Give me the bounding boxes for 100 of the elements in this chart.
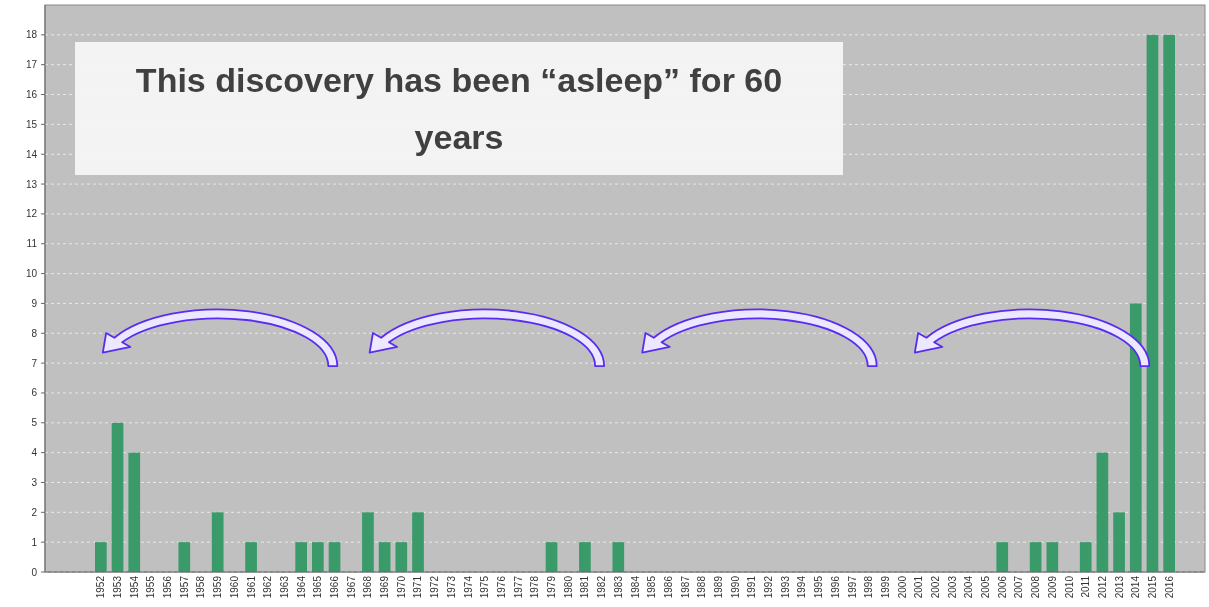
x-tick-label: 1997	[846, 575, 858, 599]
y-tick-label: 5	[31, 417, 38, 429]
bar	[128, 452, 141, 572]
x-tick-label: 1979	[546, 575, 558, 599]
x-tick-label: 2001	[913, 575, 925, 599]
bar	[1146, 34, 1159, 572]
x-tick-label: 1973	[445, 575, 457, 599]
x-tick-label: 2007	[1013, 575, 1025, 599]
x-tick-label: 1976	[495, 575, 507, 599]
x-tick-label: 1958	[195, 575, 207, 599]
x-tick-label: 2008	[1030, 575, 1042, 599]
x-tick-label: 2011	[1080, 575, 1092, 598]
bar	[612, 542, 625, 572]
y-tick-label: 6	[31, 387, 38, 399]
x-tick-label: 1963	[278, 575, 290, 599]
x-tick-label: 1965	[312, 575, 324, 599]
x-tick-label: 1993	[779, 575, 791, 599]
bar	[1113, 512, 1125, 572]
x-tick-label: 1992	[763, 575, 775, 599]
x-tick-label: 1999	[879, 575, 891, 599]
x-tick-label: 1987	[679, 575, 691, 599]
bar	[95, 542, 107, 572]
x-tick-label: 1960	[228, 575, 240, 599]
x-tick-label: 1957	[178, 575, 190, 599]
x-tick-label: 2004	[963, 575, 975, 599]
x-tick-label: 2013	[1113, 575, 1125, 599]
y-tick-label: 4	[31, 447, 38, 459]
x-tick-label: 1980	[562, 575, 574, 599]
y-tick-label: 13	[25, 178, 38, 190]
x-tick-label: 2002	[929, 575, 941, 599]
bar	[1079, 542, 1092, 572]
x-tick-label: 1962	[262, 575, 274, 599]
x-tick-label: 1955	[145, 575, 157, 599]
bar	[412, 512, 424, 572]
x-tick-label: 2012	[1096, 575, 1108, 599]
x-tick-label: 1984	[629, 575, 641, 599]
x-tick-label: 1982	[596, 575, 608, 599]
x-tick-label: 1981	[579, 575, 591, 599]
x-tick-label: 1989	[712, 575, 724, 599]
y-tick-label: 15	[25, 118, 38, 130]
x-tick-label: 2009	[1046, 575, 1058, 599]
y-tick-label: 7	[31, 357, 38, 369]
bar	[579, 542, 591, 572]
x-tick-label: 2006	[996, 575, 1008, 599]
x-tick-label: 1968	[362, 575, 374, 599]
y-tick-label: 12	[25, 208, 38, 220]
x-tick-label: 1985	[646, 575, 658, 599]
y-tick-label: 2	[31, 506, 38, 518]
x-tick-label: 1977	[512, 575, 524, 599]
x-tick-label: 1966	[329, 575, 341, 599]
x-tick-label: 1956	[162, 575, 174, 599]
y-tick-label: 11	[26, 238, 38, 250]
x-tick-label: 2016	[1163, 575, 1175, 599]
bar	[1129, 303, 1142, 572]
x-tick-label: 1998	[863, 575, 875, 599]
x-tick-label: 2015	[1146, 575, 1158, 599]
bar	[1096, 452, 1109, 572]
bar	[245, 542, 257, 572]
x-tick-label: 1983	[612, 575, 624, 599]
bar	[328, 542, 341, 572]
x-tick-label: 2005	[980, 575, 992, 599]
bar	[1046, 542, 1059, 572]
bar	[362, 512, 374, 572]
x-tick-label: 1969	[379, 575, 391, 599]
x-tick-label: 1991	[746, 575, 758, 599]
x-tick-label: 1952	[95, 575, 107, 599]
bar	[211, 512, 224, 572]
x-tick-label: 1996	[829, 575, 841, 599]
bar	[395, 542, 408, 572]
y-tick-label: 18	[25, 29, 38, 41]
bar	[1163, 34, 1175, 572]
x-tick-label: 1994	[796, 575, 808, 599]
x-tick-label: 1995	[813, 575, 825, 599]
x-tick-label: 1970	[395, 575, 407, 599]
x-tick-label: 1967	[345, 575, 357, 599]
y-tick-label: 16	[25, 89, 38, 101]
y-tick-label: 0	[31, 566, 38, 578]
bar	[295, 542, 307, 572]
x-tick-label: 2003	[946, 575, 958, 599]
bar	[378, 542, 391, 572]
y-tick-label: 10	[25, 268, 38, 280]
y-tick-label: 17	[25, 59, 38, 71]
y-tick-label: 14	[25, 148, 38, 160]
x-tick-label: 1954	[128, 575, 140, 599]
bar	[111, 422, 124, 572]
callout-box: This discovery has been “asleep” for 60 years	[75, 42, 843, 175]
bar	[178, 542, 191, 572]
y-tick-label: 1	[31, 536, 38, 548]
x-tick-label: 1986	[662, 575, 674, 599]
bar	[545, 542, 558, 572]
y-tick-label: 9	[31, 297, 38, 309]
x-tick-label: 1959	[212, 575, 224, 599]
x-tick-label: 1978	[529, 575, 541, 599]
bar	[996, 542, 1009, 572]
x-tick-label: 1971	[412, 575, 424, 599]
x-tick-label: 2010	[1063, 575, 1075, 599]
bar	[1029, 542, 1042, 572]
x-tick-label: 1988	[696, 575, 708, 599]
bar	[312, 542, 324, 572]
x-tick-label: 1990	[729, 575, 741, 599]
